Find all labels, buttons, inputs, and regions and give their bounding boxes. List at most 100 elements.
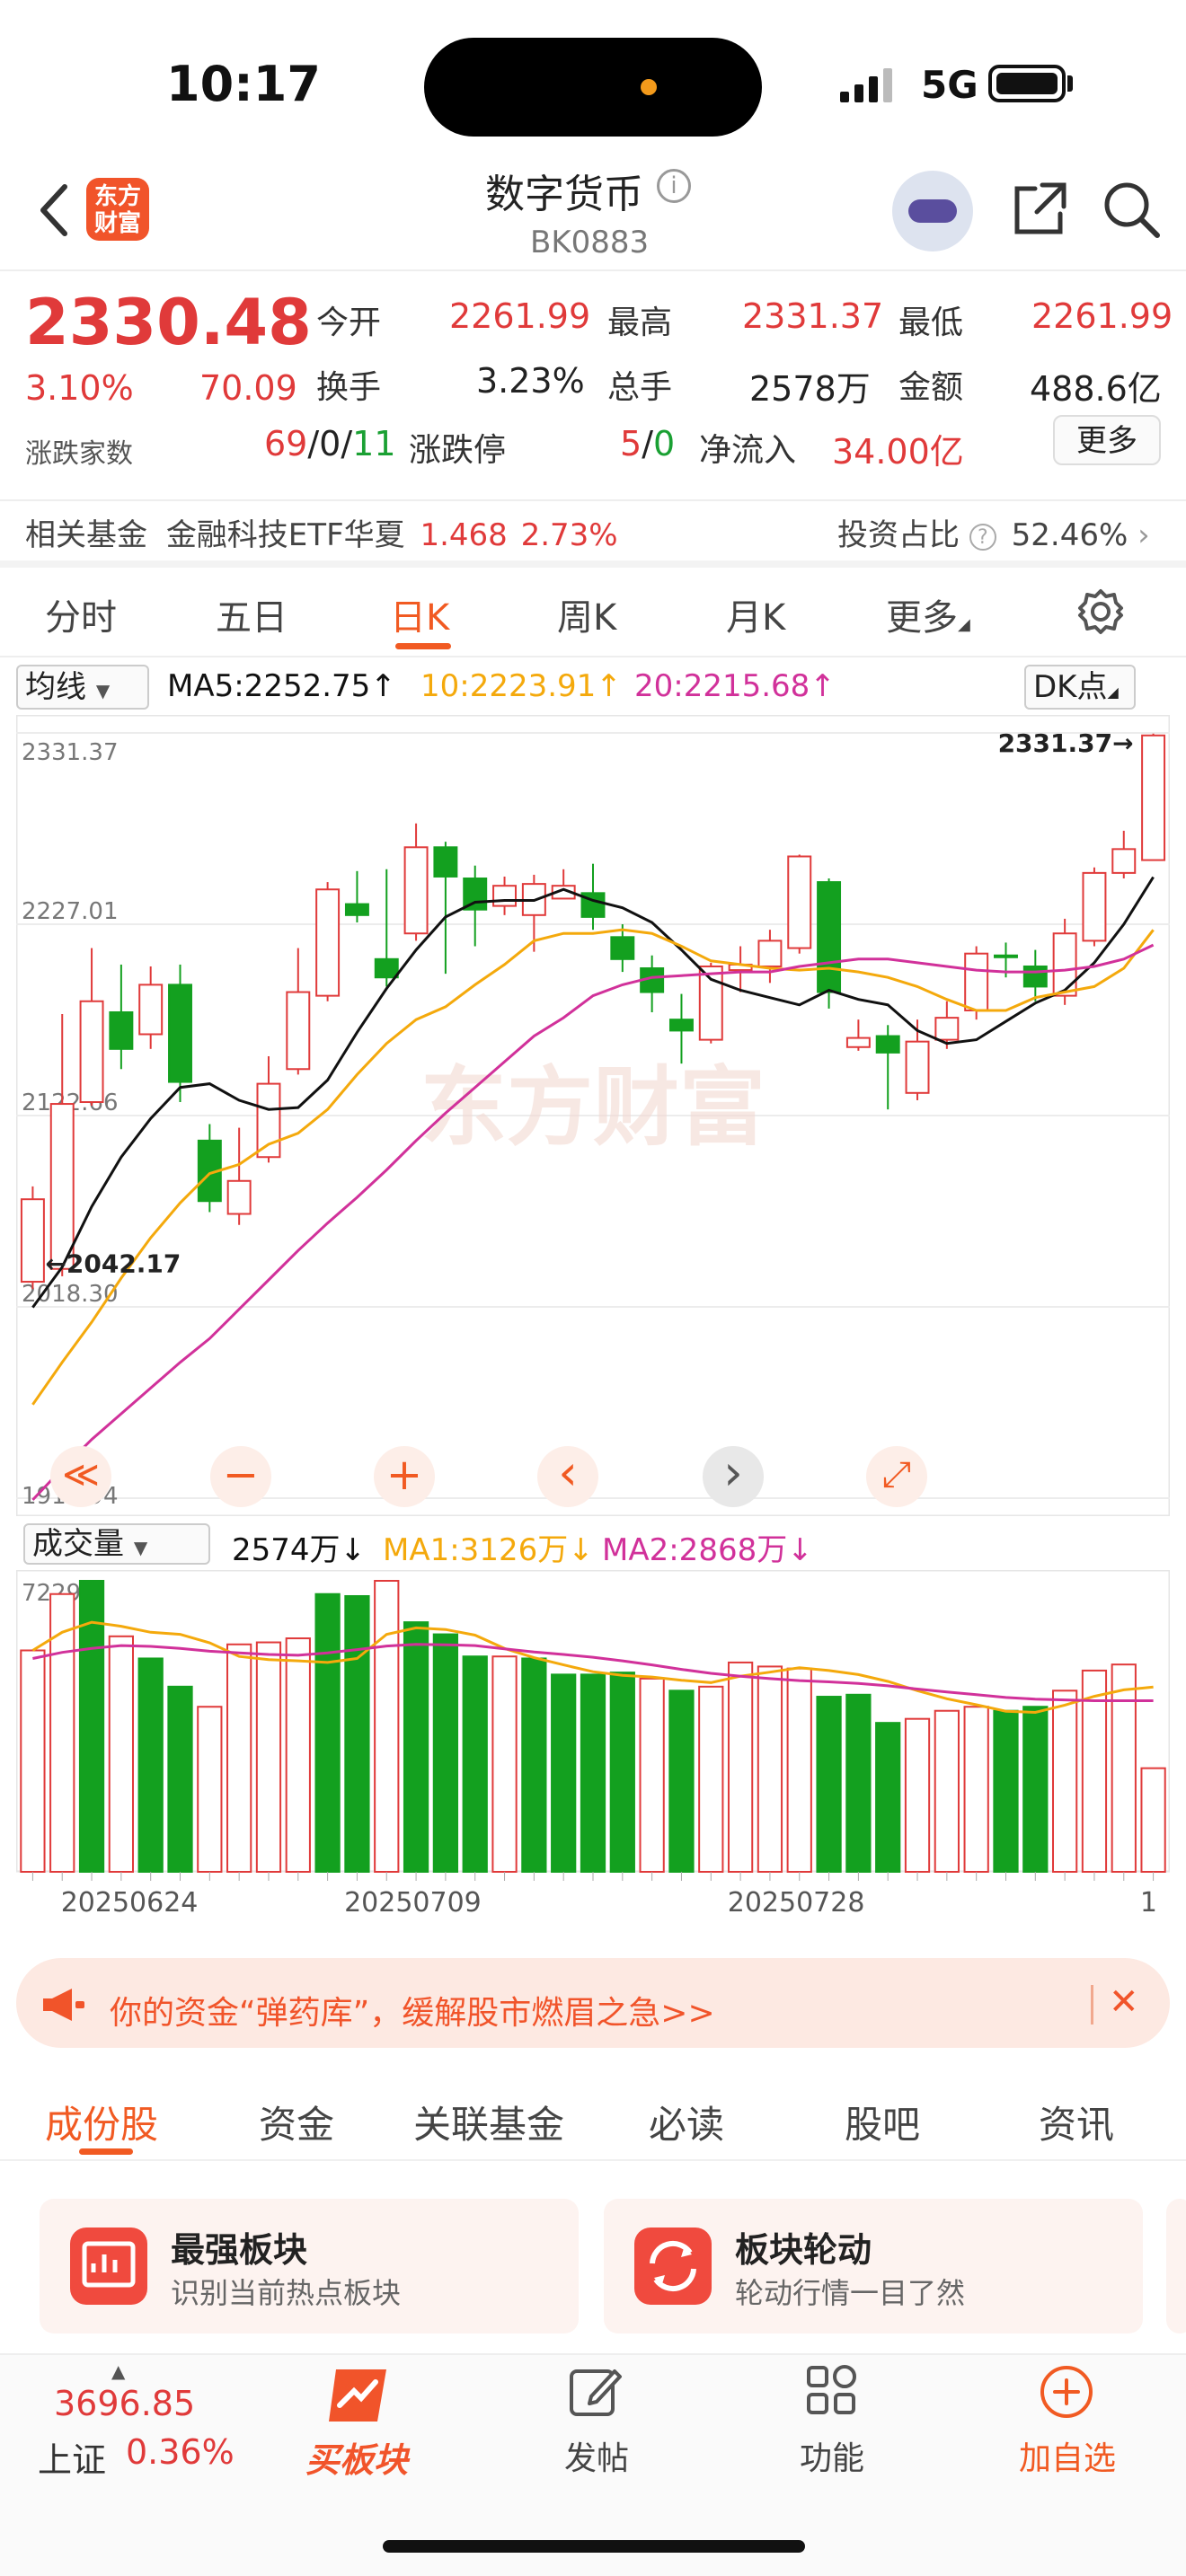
grid-icon[interactable] (805, 2364, 859, 2418)
info-icon[interactable]: i (657, 169, 691, 203)
tab-constituents[interactable]: 成份股 (45, 2103, 159, 2147)
prev-button[interactable]: ‹ (537, 1446, 598, 1507)
low-label: 最低 (898, 304, 964, 341)
ma5-value: MA5:2252.75↑ (167, 668, 396, 704)
candle (286, 948, 311, 1075)
ma5-label: MA5:2252.75 (167, 668, 371, 704)
limit-value: 5/0 (620, 424, 675, 463)
candle-body (286, 991, 311, 1071)
candle (668, 993, 694, 1064)
promo-banner[interactable] (16, 1958, 1170, 2048)
close-icon[interactable]: ✕ (1109, 1981, 1139, 2023)
candle (964, 946, 989, 1020)
home-indicator (383, 2540, 805, 2553)
tab-five-day[interactable]: 五日 (216, 597, 288, 639)
buy-sector-icon[interactable] (323, 2364, 395, 2427)
network-type: 5G (921, 63, 978, 107)
tab-weekly-k[interactable]: 周K (557, 597, 617, 639)
edit-icon[interactable] (568, 2364, 624, 2420)
volume-indicator-select[interactable]: 成交量 ▼ (23, 1523, 210, 1565)
index-value[interactable]: 3696.85 (54, 2384, 196, 2423)
up-arrow-icon: ↑ (370, 668, 396, 704)
candle-body (492, 885, 518, 907)
related-fund-row[interactable]: 相关基金 金融科技ETF华夏 1.468 2.73% (25, 510, 618, 554)
tab-monthly-k[interactable]: 月K (726, 597, 786, 639)
tab-must-read[interactable]: 必读 (649, 2103, 725, 2147)
candle-body (374, 957, 399, 979)
candle (374, 869, 399, 987)
candle-body (344, 903, 369, 916)
tab-related-funds[interactable]: 关联基金 (413, 2103, 565, 2147)
indicator-select[interactable]: 均线 ▼ (16, 665, 149, 710)
volume-bar (20, 1649, 46, 1873)
share-icon[interactable] (1010, 180, 1069, 239)
candle-body (610, 936, 635, 960)
plus-circle-icon[interactable] (1039, 2364, 1094, 2420)
open-value: 2261.99 (449, 296, 591, 336)
candle-body (964, 952, 989, 1011)
tab-more[interactable]: 更多◢ (886, 588, 970, 640)
down-arrow-icon: ↓ (568, 1532, 594, 1568)
nav-post[interactable]: 发帖 (564, 2440, 630, 2477)
adv-up: 69 (264, 424, 308, 463)
volume-bar (639, 1677, 665, 1873)
zoom-out-button[interactable]: − (210, 1446, 271, 1507)
battery-icon (988, 65, 1066, 102)
candle (1022, 949, 1048, 1001)
tab-forum[interactable]: 股吧 (845, 2103, 921, 2147)
candle (109, 964, 134, 1070)
fast-back-button[interactable]: ≪ (50, 1446, 111, 1507)
candle (226, 1127, 252, 1225)
adv-decl-value: 69/0/11 (264, 424, 396, 463)
candle (640, 955, 665, 1012)
volume-bar (167, 1685, 193, 1873)
header-divider (0, 269, 1186, 271)
dk-point-button[interactable]: DK点◢ (1024, 665, 1136, 710)
candlestick-chart[interactable]: 2331.372227.012122.662018.301913.94东方财富2… (16, 715, 1170, 1516)
volume-bar (521, 1657, 547, 1873)
index-pct[interactable]: 0.36% (126, 2432, 235, 2472)
volume-bar (845, 1693, 872, 1873)
volume-bar (698, 1685, 724, 1873)
tab-intraday[interactable]: 分时 (45, 597, 117, 639)
tab-daily-k[interactable]: 日K (390, 597, 450, 639)
candle (1082, 867, 1107, 947)
next-button[interactable]: › (703, 1446, 764, 1507)
turnover-value: 3.23% (476, 361, 585, 401)
adv-decl-label: 涨跌家数 (25, 438, 133, 470)
card-partial[interactable] (1166, 2199, 1186, 2333)
candle-body (226, 1179, 252, 1215)
nav-functions[interactable]: 功能 (800, 2440, 865, 2477)
banner-text[interactable]: 你的资金“弹药库”，缓解股市燃眉之急>> (110, 1995, 715, 2032)
ratio-label: 投资占比 (837, 517, 960, 553)
candle (728, 946, 753, 992)
assistant-avatar[interactable] (892, 171, 973, 251)
candle (79, 948, 104, 1107)
volume-bar (255, 1641, 282, 1874)
fullscreen-button[interactable]: ⤢ (866, 1446, 927, 1507)
candle-body (79, 1000, 104, 1104)
volume-bar (1022, 1706, 1049, 1873)
tab-news[interactable]: 资讯 (1039, 2103, 1115, 2147)
volume-value: 2574万↓ (232, 1525, 366, 1569)
more-button[interactable]: 更多 (1053, 415, 1161, 465)
help-icon[interactable]: ? (969, 523, 996, 551)
zoom-in-button[interactable]: + (374, 1446, 435, 1507)
gear-icon[interactable] (1076, 587, 1125, 636)
adv-sep: / (341, 424, 353, 463)
volume-chart[interactable]: 7229万2025062420250709202507281 (16, 1570, 1170, 1949)
limit-label: 涨跌停 (409, 432, 507, 469)
tab-funds-flow[interactable]: 资金 (259, 2103, 335, 2147)
search-icon[interactable] (1102, 180, 1161, 239)
vol-ma1-value: MA1:3126万↓ (383, 1525, 594, 1569)
indicator-select-label: 均线 (25, 669, 86, 705)
candle-body (1141, 734, 1166, 861)
down-arrow-icon: ↓ (787, 1532, 813, 1568)
investment-ratio[interactable]: 投资占比 ? 52.46% › (837, 510, 1150, 554)
up-arrow-icon: ↑ (596, 668, 622, 704)
nav-add-watchlist[interactable]: 加自选 (1019, 2440, 1117, 2477)
index-name[interactable]: 上证 (38, 2440, 107, 2480)
logo-text-1: 东方 (93, 183, 141, 210)
chevron-left-icon[interactable] (36, 183, 72, 237)
nav-buy-sector[interactable]: 买板块 (305, 2440, 409, 2480)
